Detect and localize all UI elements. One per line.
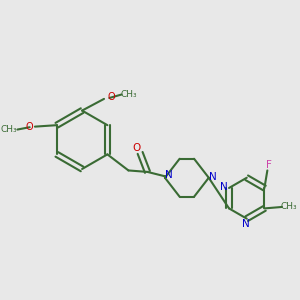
Text: CH₃: CH₃: [0, 125, 17, 134]
Text: CH₃: CH₃: [121, 90, 137, 99]
Text: N: N: [209, 172, 217, 182]
Text: CH₃: CH₃: [281, 202, 298, 211]
Text: N: N: [220, 182, 228, 192]
Text: O: O: [107, 92, 115, 102]
Text: N: N: [242, 219, 250, 229]
Text: F: F: [266, 160, 272, 170]
Text: O: O: [25, 122, 33, 132]
Text: N: N: [165, 170, 172, 180]
Text: O: O: [132, 143, 140, 153]
